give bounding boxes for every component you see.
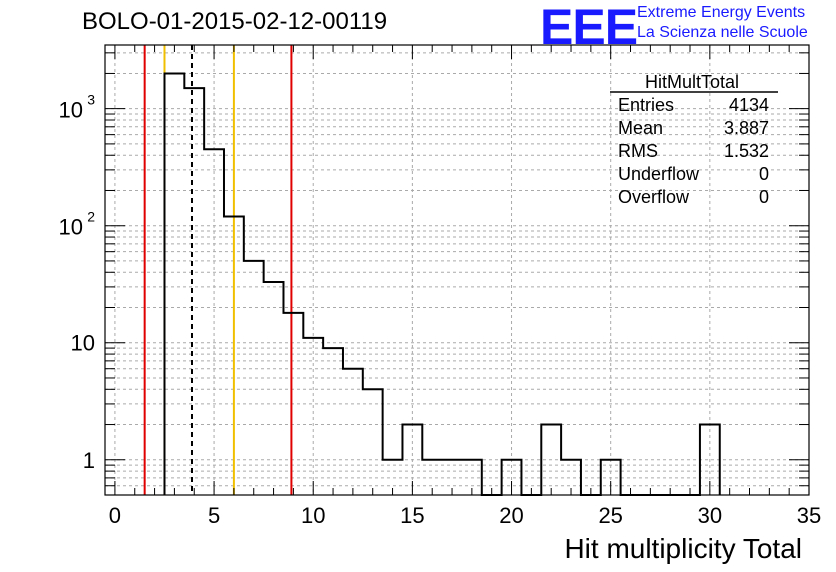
stats-box: HitMultTotal Entries 4134 Mean 3.887 RMS 1.532… bbox=[610, 72, 778, 207]
x-tick-label: 5 bbox=[208, 503, 220, 528]
x-axis-label: Hit multiplicity Total bbox=[564, 533, 802, 564]
y-tick-label: 10 bbox=[59, 98, 83, 123]
stats-row-label: Overflow bbox=[618, 187, 690, 207]
x-tick-label: 10 bbox=[301, 503, 325, 528]
logo-mark: EEE bbox=[540, 0, 638, 55]
x-tick-label: 25 bbox=[598, 503, 622, 528]
histogram-bin bbox=[323, 348, 343, 495]
stats-row-value: 0 bbox=[759, 164, 769, 184]
histogram-bin bbox=[303, 338, 323, 495]
histogram-bin bbox=[164, 73, 184, 495]
stats-title: HitMultTotal bbox=[645, 72, 739, 92]
logo-line-2: La Scienza nelle Scuole bbox=[637, 24, 808, 41]
plot-frame-rect bbox=[104, 44, 810, 496]
stats-row-label: RMS bbox=[618, 141, 658, 161]
y-tick-label: 10 bbox=[59, 215, 83, 240]
histogram-bin bbox=[184, 88, 204, 495]
x-tick-label: 30 bbox=[698, 503, 722, 528]
x-tick-label: 35 bbox=[797, 503, 821, 528]
histogram-bin bbox=[224, 216, 244, 495]
stats-row-value: 3.887 bbox=[724, 118, 769, 138]
histogram-bars bbox=[163, 72, 721, 496]
y-tick-label-exponent: 2 bbox=[87, 209, 95, 225]
histogram-bin bbox=[363, 389, 383, 495]
stats-row-value: 4134 bbox=[729, 95, 769, 115]
stats-row-value: 0 bbox=[759, 187, 769, 207]
x-tick-label: 0 bbox=[109, 503, 121, 528]
histogram-bin bbox=[204, 149, 224, 495]
histogram-outline bbox=[163, 72, 721, 496]
x-tick-label: 20 bbox=[499, 503, 523, 528]
histogram-bin bbox=[541, 425, 561, 495]
histogram-bin bbox=[343, 369, 363, 495]
plot-frame bbox=[104, 44, 810, 496]
y-tick-label: 1 bbox=[83, 448, 95, 473]
stats-row-label: Entries bbox=[618, 95, 674, 115]
y-tick-label: 10 bbox=[71, 331, 95, 356]
histogram-bin bbox=[264, 282, 284, 495]
stats-row-label: Mean bbox=[618, 118, 663, 138]
plot-title: BOLO-01-2015-02-12-00119 bbox=[82, 8, 388, 35]
grid-lines bbox=[105, 45, 809, 496]
histogram-bin bbox=[283, 313, 303, 495]
stats-row-value: 1.532 bbox=[724, 141, 769, 161]
histogram-bin bbox=[244, 261, 264, 495]
stats-row-label: Underflow bbox=[618, 164, 700, 184]
y-tick-label-exponent: 3 bbox=[87, 92, 95, 108]
logo-line-1: Extreme Energy Events bbox=[637, 4, 806, 21]
x-tick-label: 15 bbox=[400, 503, 424, 528]
